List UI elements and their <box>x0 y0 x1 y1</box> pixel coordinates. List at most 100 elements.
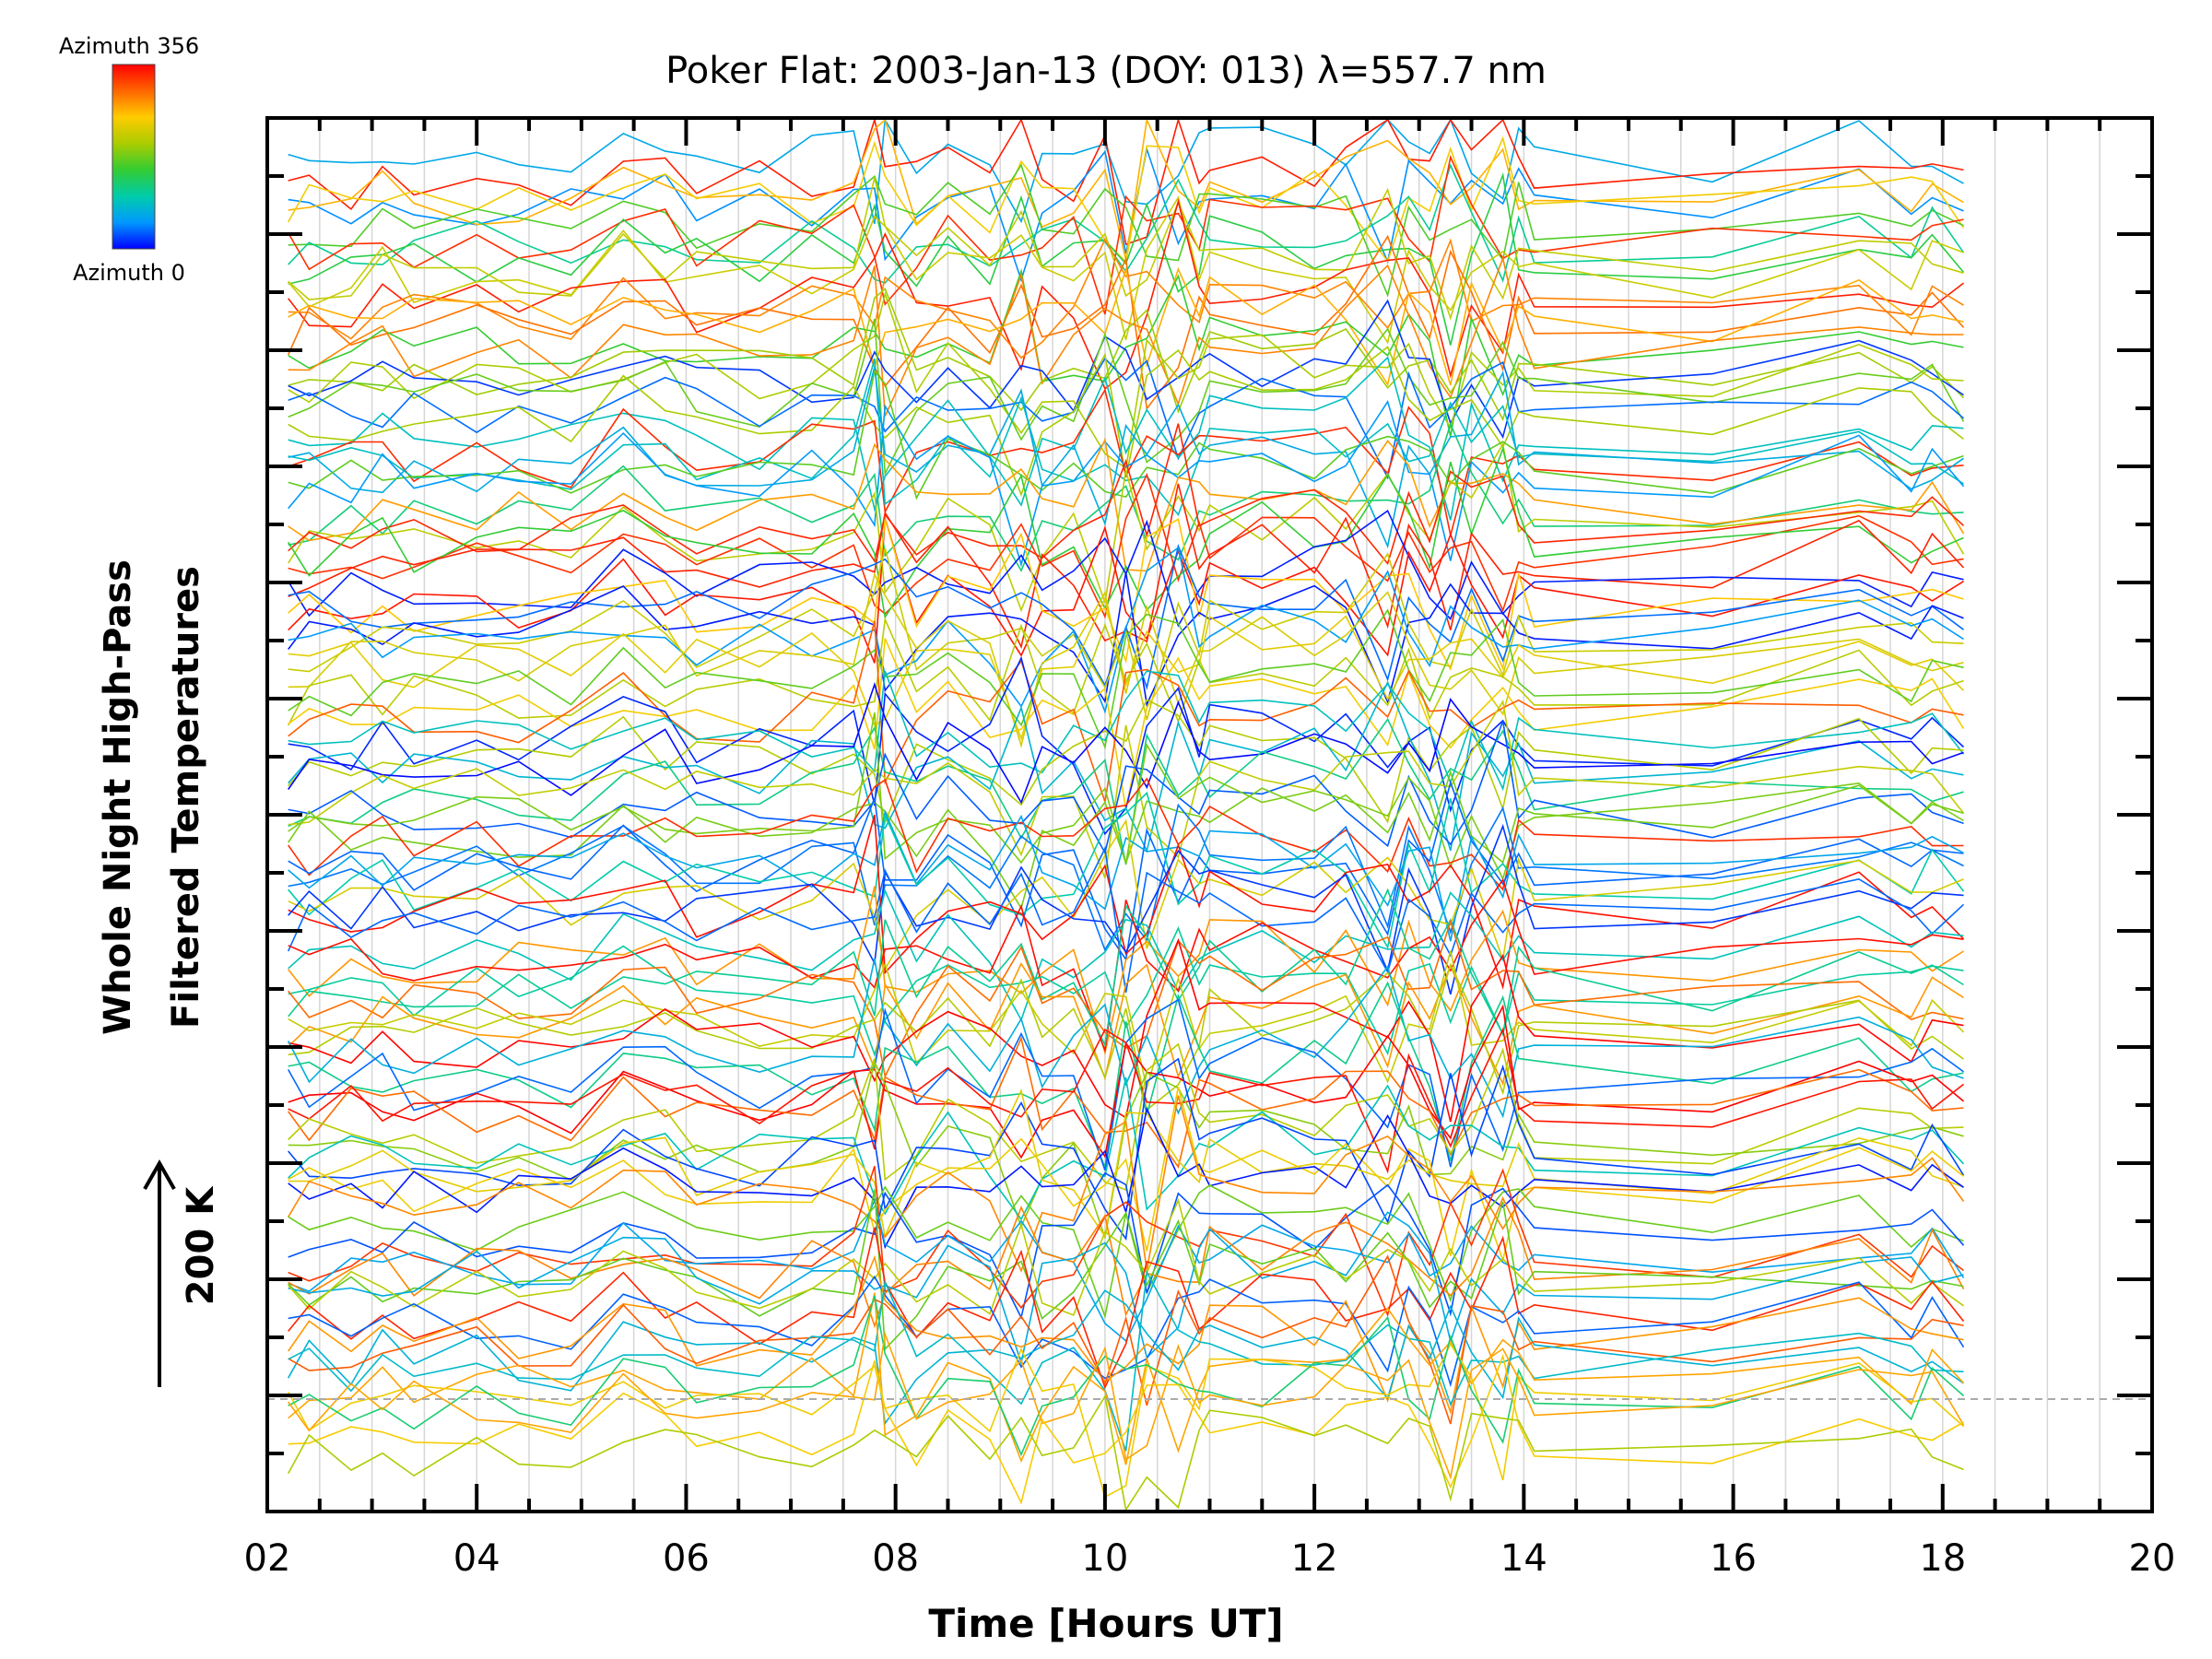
series-line <box>288 366 1964 549</box>
x-axis-label: Time [Hours UT] <box>928 1601 1284 1646</box>
series-line <box>288 1331 1965 1480</box>
series-line <box>288 1042 1964 1192</box>
series-line <box>288 446 1964 619</box>
x-tick-label: 04 <box>453 1537 500 1580</box>
series-line <box>287 234 1965 411</box>
series-line <box>288 356 1964 521</box>
x-tick-label: 06 <box>663 1537 710 1580</box>
series-line <box>288 1254 1964 1425</box>
series-line <box>288 117 1964 261</box>
series-line <box>288 655 1965 836</box>
series-line <box>288 981 1964 1171</box>
series-line <box>288 596 1965 741</box>
x-tick-label: 08 <box>872 1537 919 1580</box>
series-line <box>288 1035 1964 1170</box>
series-line <box>288 888 1964 1048</box>
series-line <box>288 638 1965 809</box>
series-line <box>288 400 1965 568</box>
series-line <box>288 299 1964 440</box>
series-lines <box>287 116 1965 1512</box>
scale-indicator-label: 200 K <box>180 1186 222 1306</box>
series-line <box>288 483 1965 650</box>
series-line <box>288 255 1964 417</box>
x-tick-labels: 02 04 06 08 10 12 14 16 18 20 <box>244 1537 2176 1580</box>
series-line <box>288 441 1965 613</box>
series-line <box>288 172 1965 346</box>
series-line <box>288 163 1965 284</box>
series-line <box>288 777 1964 891</box>
series-line <box>288 1095 1965 1273</box>
series-line <box>288 1196 1965 1329</box>
series-line <box>288 803 1964 952</box>
series-line <box>288 543 1964 690</box>
series-line <box>288 421 1964 572</box>
series-line <box>288 547 1964 721</box>
series-line <box>288 1292 1965 1465</box>
series-line <box>288 1254 1964 1416</box>
y-axis-label-line-2: Filtered Temperatures <box>165 566 207 1029</box>
series-line <box>288 518 1964 664</box>
series-line <box>288 1197 1965 1343</box>
x-tick-label: 18 <box>1919 1537 1966 1580</box>
chart-title: Poker Flat: 2003-Jan-13 (DOY: 013) λ=557… <box>665 50 1547 92</box>
series-line <box>288 546 1964 714</box>
series-line <box>287 1342 1965 1499</box>
series-line <box>288 571 1964 748</box>
colorbar <box>112 64 156 250</box>
series-line <box>288 1197 1964 1316</box>
series-line <box>288 1087 1964 1264</box>
series-line <box>288 1189 1964 1351</box>
series-line <box>288 1295 1965 1457</box>
series-line <box>288 1171 1965 1320</box>
series-line <box>288 818 1964 971</box>
series-line <box>288 950 1965 1091</box>
series-line <box>288 1275 1965 1388</box>
vertical-gridlines <box>266 118 2153 1512</box>
series-line <box>288 886 1964 1056</box>
series-line <box>288 472 1964 619</box>
y-axis-label-line-1: Whole Night High-Pass <box>97 559 139 1035</box>
series-line <box>288 919 1964 1079</box>
series-line <box>287 1394 1964 1512</box>
colorbar-top-label: Azimuth 356 <box>58 33 200 59</box>
series-line <box>288 135 1965 264</box>
colorbar-gradient <box>112 64 156 250</box>
series-line <box>288 154 1964 315</box>
series-line <box>288 163 1964 298</box>
series-line <box>288 717 1964 865</box>
series-line <box>288 699 1964 826</box>
series-line <box>288 437 1965 572</box>
series-line <box>288 1211 1964 1366</box>
series-line <box>288 699 1965 878</box>
series-line <box>288 1289 1964 1426</box>
series-line <box>288 670 1965 792</box>
x-tick-label: 12 <box>1291 1537 1338 1580</box>
series-line <box>288 962 1964 1112</box>
series-line <box>288 117 1964 224</box>
series-line <box>288 682 1964 805</box>
series-line <box>288 195 1964 345</box>
series-line <box>288 1165 1964 1318</box>
series-line <box>288 1004 1965 1159</box>
series-line <box>288 888 1964 1022</box>
series-line <box>288 1027 1964 1174</box>
series-line <box>288 177 1964 321</box>
series-line <box>287 617 1964 726</box>
series-line <box>288 1106 1964 1250</box>
series-line <box>288 608 1964 750</box>
axis-ticks <box>265 116 2154 1513</box>
series-line <box>288 571 1964 708</box>
x-tick-label: 10 <box>1081 1537 1128 1580</box>
series-line <box>288 791 1965 950</box>
series-line <box>288 423 1965 566</box>
series-line <box>288 998 1964 1171</box>
series-line <box>288 720 1964 855</box>
colorbar-bottom-label: Azimuth 0 <box>73 260 185 286</box>
x-tick-label: 20 <box>2129 1537 2176 1580</box>
series-line <box>288 1227 1965 1390</box>
series-line <box>288 1184 1964 1320</box>
x-tick-label: 16 <box>1710 1537 1757 1580</box>
series-line <box>288 318 1965 477</box>
series-line <box>288 1269 1964 1452</box>
